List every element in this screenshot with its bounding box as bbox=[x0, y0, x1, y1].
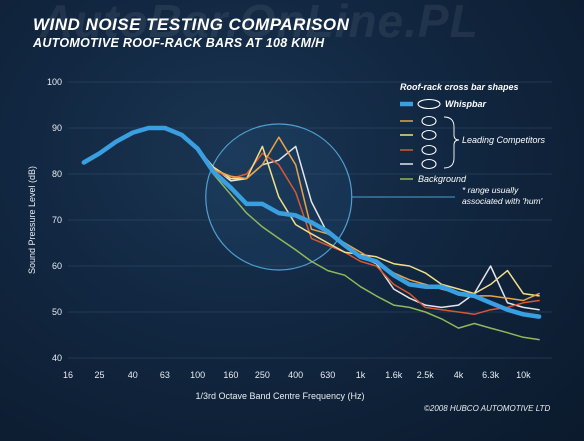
x-tick-label: 10k bbox=[516, 370, 531, 380]
x-tick-label: 250 bbox=[255, 370, 270, 380]
bar-profile-icon bbox=[421, 129, 437, 141]
y-tick-label: 80 bbox=[52, 169, 62, 179]
y-tick-label: 60 bbox=[52, 261, 62, 271]
legend-label: Background bbox=[418, 174, 467, 184]
y-tick-label: 50 bbox=[52, 307, 62, 317]
legend-label: Whispbar bbox=[445, 99, 486, 109]
x-tick-label: 1.6k bbox=[385, 370, 403, 380]
legend-competitors-label: Leading Competitors bbox=[462, 135, 546, 145]
y-tick-label: 100 bbox=[47, 77, 62, 87]
x-tick-label: 1k bbox=[356, 370, 366, 380]
legend-bracket bbox=[443, 116, 460, 169]
x-tick-label: 6.3k bbox=[482, 370, 500, 380]
bar-profile-icon bbox=[421, 115, 437, 127]
annotation-text: associated with 'hum' bbox=[462, 196, 543, 206]
x-tick-label: 400 bbox=[288, 370, 303, 380]
x-tick-label: 4k bbox=[454, 370, 464, 380]
bar-profile-icon bbox=[417, 98, 441, 110]
bar-profile-icon bbox=[421, 144, 437, 156]
x-tick-label: 16 bbox=[63, 370, 73, 380]
chart-title: WIND NOISE TESTING COMPARISON bbox=[33, 15, 350, 34]
x-tick-label: 100 bbox=[190, 370, 205, 380]
x-tick-label: 63 bbox=[160, 370, 170, 380]
y-tick-label: 90 bbox=[52, 123, 62, 133]
legend-title: Roof-rack cross bar shapes bbox=[400, 82, 519, 92]
x-tick-label: 2.5k bbox=[417, 370, 435, 380]
x-tick-label: 25 bbox=[95, 370, 105, 380]
annotation-text: * range usually bbox=[462, 185, 519, 195]
y-tick-label: 70 bbox=[52, 215, 62, 225]
series-line bbox=[81, 125, 542, 319]
chart-subtitle: AUTOMOTIVE ROOF-RACK BARS AT 108 KM/H bbox=[33, 36, 325, 50]
watermark: AutoBar.OnLine.PL bbox=[40, 0, 479, 47]
y-axis-title: Sound Pressure Level (dB) bbox=[27, 166, 37, 274]
x-tick-label: 630 bbox=[320, 370, 335, 380]
bar-profile-icon bbox=[421, 158, 437, 170]
x-tick-label: 160 bbox=[223, 370, 238, 380]
x-axis-title: 1/3rd Octave Band Centre Frequency (Hz) bbox=[195, 391, 364, 401]
y-tick-label: 40 bbox=[52, 353, 62, 363]
x-tick-label: 40 bbox=[128, 370, 138, 380]
copyright-text: ©2008 HUBCO AUTOMOTIVE LTD bbox=[424, 404, 551, 413]
